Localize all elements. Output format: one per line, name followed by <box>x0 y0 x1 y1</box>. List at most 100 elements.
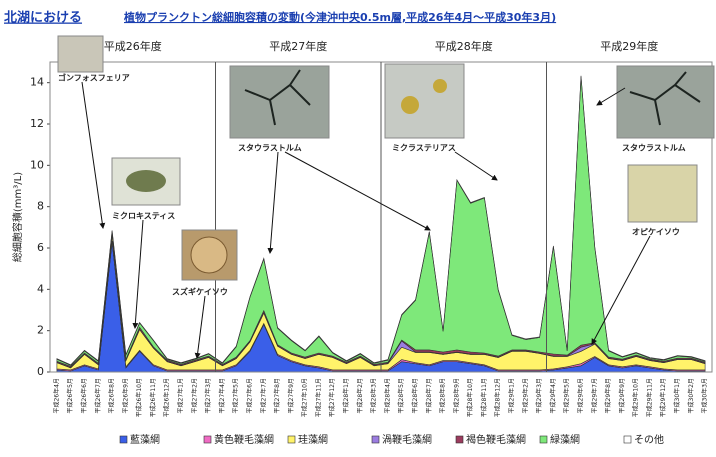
annotation: ゴンフォスフェリア <box>58 73 130 83</box>
legend-label: その他 <box>634 433 664 446</box>
arrow <box>596 87 626 106</box>
photo <box>616 65 715 139</box>
plot-area: 0 2 4 6 8 10 12 14 平成26年度 平成27年度 平成28年度 平成29年度平成26年… <box>30 39 713 417</box>
x-tick-label: 平成28年9月 <box>452 378 460 413</box>
x-tick-label: 平成27年11月 <box>314 378 322 417</box>
x-tick-label: 平成27年8月 <box>273 378 281 413</box>
x-tick-label: 平成27年12月 <box>328 378 336 417</box>
x-tick-label: 平成30年3月 <box>701 378 709 413</box>
legend-swatch <box>119 435 128 444</box>
photo <box>384 63 465 139</box>
photo-subject <box>126 170 166 192</box>
x-tick-label: 平成26年4月 <box>52 378 60 413</box>
annotation: スタウラストルム <box>238 143 302 153</box>
x-tick-label: 平成27年2月 <box>190 378 198 413</box>
x-tick-label: 平成29年4月 <box>549 378 557 413</box>
x-tick-label: 平成26年9月 <box>121 378 129 413</box>
x-tick-label: 平成28年8月 <box>439 378 447 413</box>
legend-label: 緑藻綱 <box>550 433 580 446</box>
x-tick-label: 平成29年12月 <box>659 378 667 417</box>
x-tick-label: 平成26年11月 <box>149 378 157 417</box>
x-tick-label: 平成27年3月 <box>204 378 212 413</box>
x-tick-label: 平成28年4月 <box>383 378 391 413</box>
x-tick-label: 平成29年8月 <box>604 378 612 413</box>
photo <box>57 35 104 73</box>
x-tick-label: 平成26年6月 <box>80 378 88 413</box>
arrow <box>194 295 206 359</box>
x-tick-label: 平成28年11月 <box>480 378 488 417</box>
x-tick-label: 平成26年7月 <box>94 378 102 413</box>
legend-label: 珪藻綱 <box>298 433 328 446</box>
photo-subject <box>244 69 311 126</box>
arrow <box>591 235 651 345</box>
x-tick-label: 平成26年10月 <box>135 378 143 417</box>
x-tick-label: 平成29年3月 <box>535 378 543 413</box>
legend-swatch <box>287 435 296 444</box>
y-axis-label: 総細胞容積(mm³/L) <box>11 172 24 262</box>
x-tick-label: 平成29年2月 <box>521 378 529 413</box>
x-tick-label: 平成27年4月 <box>218 378 226 413</box>
x-tick-label: 平成27年6月 <box>245 378 253 413</box>
annotation: スズギケイソウ <box>172 287 228 297</box>
legend-swatch <box>203 435 212 444</box>
legend-label: 黄色鞭毛藻綱 <box>214 433 274 446</box>
legend-swatch <box>455 435 464 444</box>
legend-label: 藍藻綱 <box>130 433 160 446</box>
x-tick-label: 平成26年8月 <box>108 378 116 413</box>
x-tick-label: 平成28年5月 <box>397 378 405 413</box>
x-tick-label: 平成29年9月 <box>618 378 626 413</box>
legend-swatch <box>371 435 380 444</box>
legend-label: 褐色鞭毛藻綱 <box>466 433 526 446</box>
y-tick-label: 14 <box>30 76 44 89</box>
photo <box>627 164 698 223</box>
x-tick-label: 平成28年12月 <box>494 378 502 417</box>
x-tick-label: 平成29年5月 <box>563 378 571 413</box>
legend-swatch <box>539 435 548 444</box>
x-tick-label: 平成26年5月 <box>66 378 74 413</box>
annotation: スタウラストルム <box>622 143 686 153</box>
x-tick-label: 平成29年1月 <box>508 378 516 413</box>
x-tick-label: 平成28年1月 <box>342 378 350 413</box>
area <box>56 75 706 366</box>
year-label: 平成26年度 <box>104 39 162 53</box>
year-label: 平成29年度 <box>600 39 658 53</box>
x-tick-label: 平成27年10月 <box>301 378 309 417</box>
annotation: オピケイソウ <box>632 227 680 237</box>
y-tick-label: 2 <box>37 324 44 337</box>
photo-subject <box>190 236 228 274</box>
x-tick-label: 平成28年7月 <box>425 378 433 413</box>
x-tick-label: 平成27年9月 <box>287 378 295 413</box>
arrow <box>454 151 498 181</box>
title-prefix: 北湖における <box>4 11 82 26</box>
x-tick-label: 平成29年7月 <box>590 378 598 413</box>
legend-swatch <box>623 435 632 444</box>
photo <box>229 65 330 139</box>
x-tick-label: 平成29年11月 <box>645 378 653 417</box>
y-tick-label: 4 <box>37 282 44 295</box>
y-tick-label: 12 <box>30 117 44 130</box>
legend-label: 渦鞭毛藻綱 <box>382 433 432 446</box>
x-tick-label: 平成27年7月 <box>259 378 267 413</box>
legend: 藍藻綱 黄色鞭毛藻綱 珪藻綱 渦鞭毛藻綱 褐色鞭毛藻綱 緑藻綱 その他 <box>119 433 664 446</box>
y-tick-label: 6 <box>37 241 44 254</box>
annotation: ミクロキスティス <box>112 211 175 221</box>
x-tick-label: 平成30年2月 <box>687 378 695 413</box>
arrow <box>132 219 144 329</box>
x-tick-label: 平成28年3月 <box>370 378 378 413</box>
y-tick-label: 0 <box>37 365 44 378</box>
x-tick-label: 平成30年1月 <box>673 378 681 413</box>
x-tick-label: 平成29年6月 <box>576 378 584 413</box>
x-tick-label: 平成27年1月 <box>177 378 185 413</box>
year-label: 平成28年度 <box>435 39 493 53</box>
annotations: ゴンフォスフェリア ミクロキスティス スズギケイソウ スタウラストルム ミクラス… <box>57 35 715 359</box>
photo-subject <box>629 71 701 126</box>
y-tick-label: 8 <box>37 200 44 213</box>
x-tick-label: 平成29年10月 <box>632 378 640 417</box>
chart-title: 植物プランクトン総細胞容積の変動(今津沖中央0.5m層,平成26年4月～平成30… <box>123 10 556 24</box>
photo-subject <box>433 79 447 93</box>
x-tick-label: 平成28年6月 <box>411 378 419 413</box>
x-tick-label: 平成28年10月 <box>466 378 474 417</box>
year-label: 平成27年度 <box>269 39 327 53</box>
y-tick-label: 10 <box>30 158 44 171</box>
